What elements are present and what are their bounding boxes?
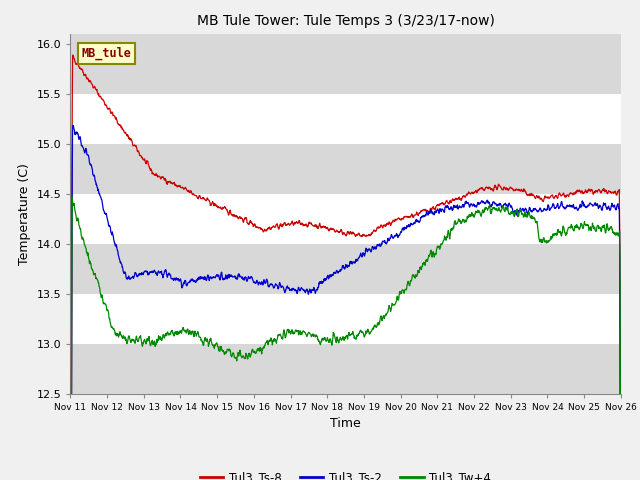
Bar — [70, 294, 621, 344]
Bar — [70, 94, 621, 144]
Legend: Tul3_Ts-8, Tul3_Ts-2, Tul3_Tw+4: Tul3_Ts-8, Tul3_Ts-2, Tul3_Tw+4 — [195, 466, 496, 480]
Text: MB_tule: MB_tule — [81, 47, 131, 60]
Bar — [70, 193, 621, 243]
Y-axis label: Temperature (C): Temperature (C) — [18, 163, 31, 264]
X-axis label: Time: Time — [330, 417, 361, 430]
Title: MB Tule Tower: Tule Temps 3 (3/23/17-now): MB Tule Tower: Tule Temps 3 (3/23/17-now… — [196, 14, 495, 28]
